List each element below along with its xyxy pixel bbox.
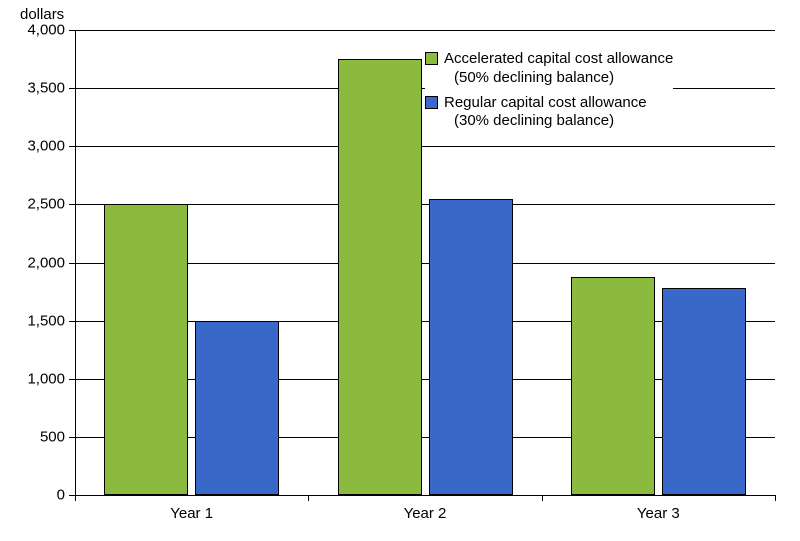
y-tick-label: 2,000 (27, 254, 65, 271)
bar (338, 59, 422, 495)
y-tick-label: 0 (57, 487, 65, 504)
x-tick-label: Year 3 (637, 505, 680, 522)
bar (195, 321, 279, 495)
y-tick-label: 500 (40, 428, 65, 445)
chart-stage: dollars 05001,0001,5002,0002,5003,0003,5… (0, 0, 800, 541)
legend-label: Regular capital cost allowance(30% decli… (444, 94, 647, 132)
y-tick-label: 2,500 (27, 196, 65, 213)
legend-item: Accelerated capital cost allowance (50% d… (425, 50, 673, 88)
y-tick-label: 4,000 (27, 22, 65, 39)
x-tick (542, 495, 543, 501)
legend-label-line1: Regular capital cost allowance (444, 94, 647, 111)
y-tick-label: 3,000 (27, 138, 65, 155)
gridline (75, 30, 775, 31)
legend-label-line2: (30% declining balance) (444, 112, 647, 131)
gridline (75, 146, 775, 147)
legend-item: Regular capital cost allowance(30% decli… (425, 94, 673, 132)
y-tick-label: 3,500 (27, 80, 65, 97)
plot-area: 05001,0001,5002,0002,5003,0003,5004,000Y… (75, 30, 775, 495)
x-tick (75, 495, 76, 501)
bar (429, 199, 513, 495)
bar (571, 277, 655, 495)
y-axis (75, 30, 76, 495)
legend: Accelerated capital cost allowance (50% d… (425, 50, 673, 137)
legend-label-line2: (50% declining balance) (444, 69, 673, 88)
legend-swatch (425, 96, 438, 109)
x-tick (308, 495, 309, 501)
bar (662, 288, 746, 496)
y-tick-label: 1,000 (27, 370, 65, 387)
x-axis (75, 495, 775, 496)
x-tick-label: Year 1 (170, 505, 213, 522)
x-tick (775, 495, 776, 501)
bar (104, 204, 188, 495)
x-tick-label: Year 2 (404, 505, 447, 522)
plot-inner: 05001,0001,5002,0002,5003,0003,5004,000Y… (75, 30, 775, 495)
legend-swatch (425, 52, 438, 65)
legend-label-line1: Accelerated capital cost allowance (444, 50, 673, 67)
y-axis-title: dollars (20, 6, 64, 23)
legend-label: Accelerated capital cost allowance (50% d… (444, 50, 673, 88)
y-tick-label: 1,500 (27, 312, 65, 329)
